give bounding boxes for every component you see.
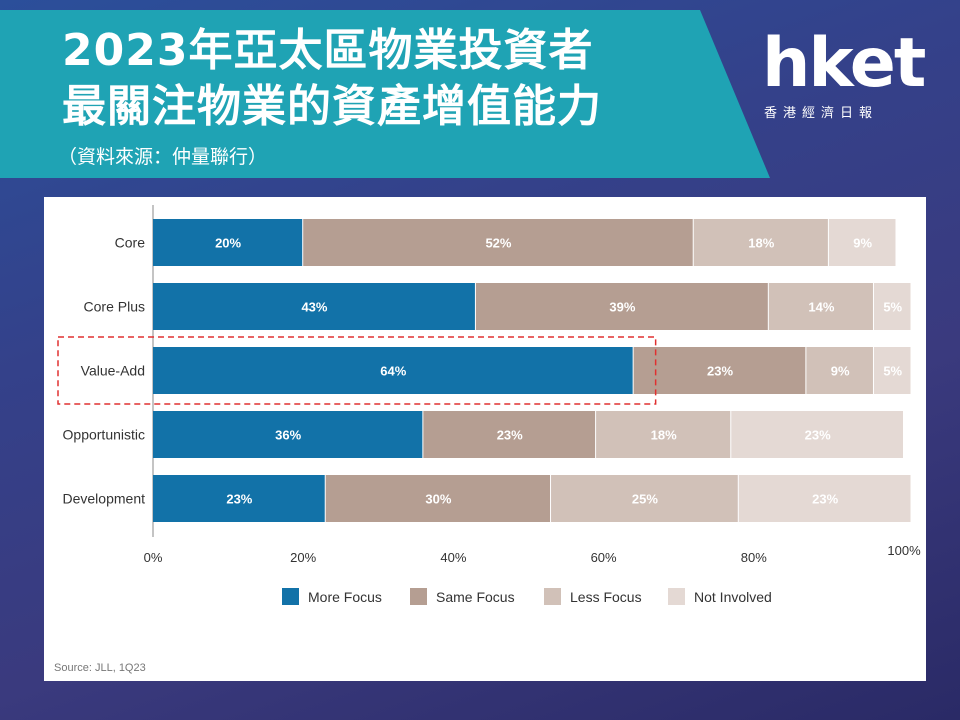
category-label: Core Plus [84, 299, 145, 315]
data-label: 23% [497, 428, 523, 443]
data-label: 30% [425, 492, 451, 507]
data-label: 5% [883, 364, 902, 379]
x-tick-label: 100% [887, 543, 921, 558]
chart-source: Source: JLL, 1Q23 [54, 662, 146, 674]
x-tick-label: 80% [741, 550, 767, 565]
data-label: 23% [812, 492, 838, 507]
bar-segment [596, 411, 731, 458]
legend-swatch [668, 588, 685, 605]
bar-segment [551, 475, 738, 522]
legend-label: Less Focus [570, 589, 642, 605]
data-label: 23% [226, 492, 252, 507]
hket-logo: hket 香港經濟日報 [748, 24, 928, 130]
bar-segment [423, 411, 596, 458]
x-tick-label: 20% [290, 550, 316, 565]
bar-segment [325, 475, 551, 522]
data-label: 52% [485, 236, 511, 251]
bar-segment [873, 283, 911, 330]
data-label: 23% [805, 428, 831, 443]
bar-segment [731, 411, 903, 458]
data-label: 25% [632, 492, 658, 507]
data-label: 20% [215, 236, 241, 251]
legend-label: More Focus [308, 589, 382, 605]
highlight-box [57, 336, 657, 405]
data-label: 39% [609, 300, 635, 315]
source-note: （資料來源：仲量聯行） [58, 146, 268, 168]
category-label: Value-Add [81, 363, 145, 379]
data-label: 18% [748, 236, 774, 251]
bar-segment [153, 219, 303, 266]
legend-label: Same Focus [436, 589, 515, 605]
data-label: 14% [808, 300, 834, 315]
chart-panel: Core 20% 52% 18% 9% Core Plus 43% 39% 14% 5% Value… [44, 197, 926, 681]
legend-label: Not Involved [694, 589, 772, 605]
data-label: 36% [275, 428, 301, 443]
data-label: 9% [831, 364, 850, 379]
bar-segment [303, 219, 693, 266]
category-label: Core [115, 235, 146, 251]
bar-segment [153, 283, 475, 330]
legend-swatch [544, 588, 561, 605]
bar-segment [153, 411, 423, 458]
category-label: Opportunistic [63, 427, 145, 443]
bar-segment [475, 283, 768, 330]
x-tick-label: 40% [440, 550, 466, 565]
legend-swatch [282, 588, 299, 605]
data-label: 18% [651, 428, 677, 443]
page-title-line-1: 2023年亞太區物業投資者 [62, 25, 594, 76]
category-label: Development [63, 491, 146, 507]
data-label: 64% [380, 364, 406, 379]
data-label: 9% [853, 236, 872, 251]
page-title-line-2: 最關注物業的資產增值能力 [62, 81, 602, 132]
bar-segment [738, 475, 911, 522]
bar-segment [633, 347, 806, 394]
data-label: 43% [301, 300, 327, 315]
x-tick-label: 60% [591, 550, 617, 565]
header-banner [0, 10, 770, 178]
legend-swatch [410, 588, 427, 605]
stacked-bar-chart: Core 20% 52% 18% 9% Core Plus 43% 39% 14% 5% Value… [54, 205, 921, 674]
bar-segment [153, 475, 325, 522]
bar-segment [873, 347, 911, 394]
data-label: 23% [707, 364, 733, 379]
x-tick-label: 0% [144, 550, 163, 565]
bar-segment [693, 219, 828, 266]
logo-subtitle: 香港經濟日報 [764, 106, 879, 121]
data-label: 5% [883, 300, 902, 315]
bar-segment [153, 347, 633, 394]
bar-segment [768, 283, 873, 330]
logo-wordmark: hket [762, 24, 926, 103]
bar-segment [806, 347, 873, 394]
bar-segment [828, 219, 896, 266]
